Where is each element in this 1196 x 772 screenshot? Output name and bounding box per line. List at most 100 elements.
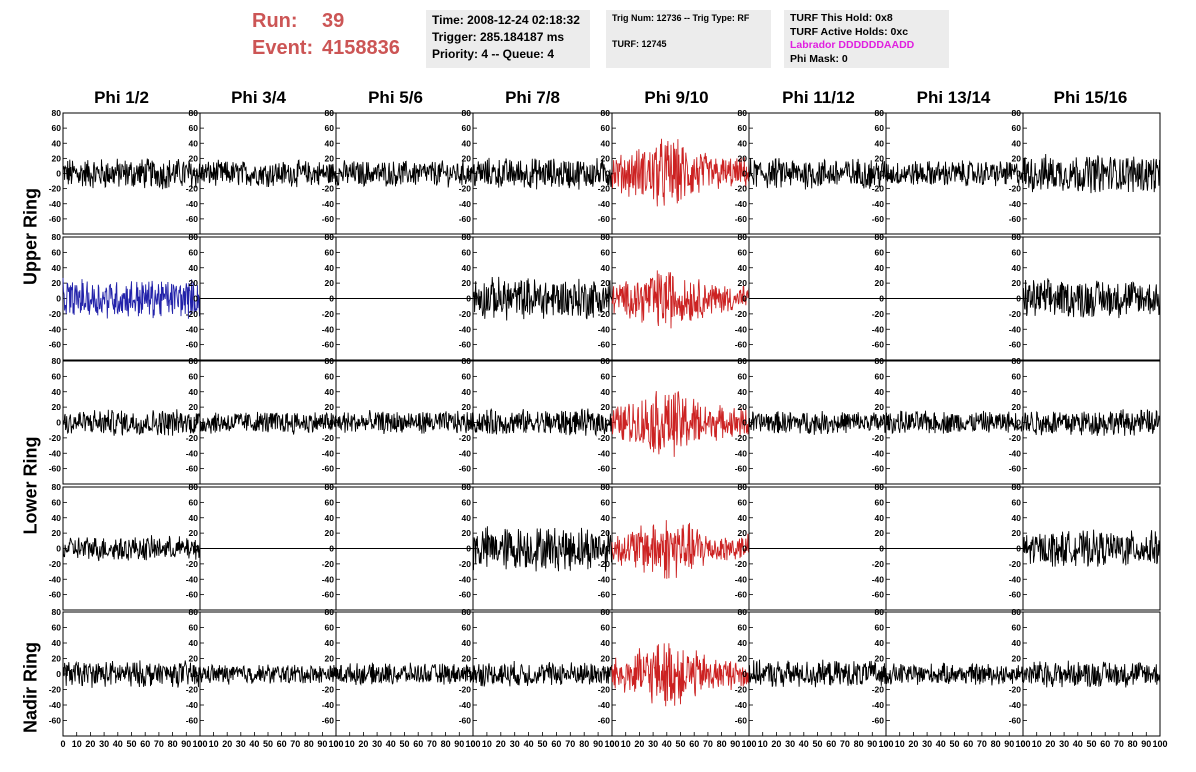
y-tick-label: 0 [466,169,471,179]
x-tick-label: 0 [1020,739,1025,749]
x-tick-label: 90 [1141,739,1151,749]
waveform-trace [472,660,613,687]
y-tick-label: 80 [189,232,199,242]
x-tick-label: 30 [236,739,246,749]
x-tick-label: 50 [675,739,685,749]
y-tick-label: 40 [601,638,611,648]
y-tick-label: -20 [735,433,748,443]
x-tick-label: 50 [537,739,547,749]
x-tick-label: 10 [1032,739,1042,749]
y-tick-label: 60 [601,371,611,381]
y-tick-label: 80 [738,108,748,118]
y-tick-label: 20 [875,654,885,664]
time-panel: Time: 2008-12-24 02:18:32 Trigger: 285.1… [426,10,590,68]
y-tick-label: 80 [1012,482,1022,492]
y-tick-label: 40 [738,513,748,523]
waveform-trace [885,160,1024,187]
y-tick-label: 20 [325,402,335,412]
y-tick-label: -20 [735,309,748,319]
y-tick-label: -60 [598,464,611,474]
y-tick-label: 40 [601,263,611,273]
y-tick-label: 80 [738,482,748,492]
y-tick-label: -60 [49,590,62,600]
x-tick-label: 20 [222,739,232,749]
y-tick-label: -60 [322,716,335,726]
y-tick-label: -20 [598,184,611,194]
y-tick-label: 60 [1012,371,1022,381]
y-tick-label: 20 [875,528,885,538]
y-tick-label: -40 [735,448,748,458]
x-tick-label: 10 [482,739,492,749]
y-tick-label: 60 [52,497,62,507]
y-tick-label: -20 [735,184,748,194]
y-tick-label: 60 [601,623,611,633]
x-tick-label: 100 [1152,739,1167,749]
y-tick-label: 40 [738,638,748,648]
y-tick-label: -40 [459,199,472,209]
x-tick-label: 40 [799,739,809,749]
y-tick-label: 60 [875,247,885,257]
y-tick-label: -20 [872,309,885,319]
x-tick-label: 80 [1128,739,1138,749]
y-tick-label: -60 [186,464,199,474]
y-tick-label: 20 [52,654,62,664]
y-tick-label: 20 [875,153,885,163]
y-tick-label: 0 [193,418,198,428]
y-tick-label: 20 [462,654,472,664]
x-tick-label: 100 [192,739,207,749]
waveform-trace [199,159,337,188]
y-tick-label: 40 [1012,638,1022,648]
y-tick-label: -40 [49,574,62,584]
x-tick-label: 40 [249,739,259,749]
y-tick-label: -60 [598,340,611,350]
phi-mask-text: Phi Mask: 0 [790,52,848,65]
y-tick-label: 40 [1012,387,1022,397]
x-tick-label: 10 [895,739,905,749]
waveform-trace [1022,153,1161,194]
y-tick-label: -60 [735,214,748,224]
y-tick-label: 60 [738,623,748,633]
y-tick-label: 40 [462,138,472,148]
y-tick-label: 40 [601,387,611,397]
waveform-trace [611,643,750,707]
x-tick-label: 70 [840,739,850,749]
y-tick-label: 20 [189,153,199,163]
priority-text: Priority: 4 -- Queue: 4 [432,47,555,61]
y-tick-label: 20 [601,278,611,288]
x-tick-label: 30 [99,739,109,749]
y-tick-label: 60 [462,247,472,257]
y-tick-label: 40 [875,387,885,397]
y-tick-label: -60 [872,214,885,224]
waveform-trace [472,526,613,572]
x-tick-label: 30 [648,739,658,749]
y-tick-label: -60 [1009,590,1022,600]
x-tick-label: 0 [470,739,475,749]
y-tick-label: -20 [322,184,335,194]
y-tick-label: 0 [879,169,884,179]
x-tick-label: 50 [812,739,822,749]
y-tick-label: -60 [735,464,748,474]
y-tick-label: 80 [462,356,472,366]
labrador-text: Labrador DDDDDDAADD [790,39,915,51]
y-tick-label: -20 [1009,184,1022,194]
y-tick-label: -60 [459,214,472,224]
y-tick-label: 0 [193,294,198,304]
y-tick-label: 20 [325,654,335,664]
y-tick-label: -60 [186,590,199,600]
y-tick-label: 80 [325,232,335,242]
y-tick-label: -20 [872,184,885,194]
waveform-trace [748,158,887,190]
y-tick-label: -20 [459,184,472,194]
y-tick-label: 60 [601,123,611,133]
y-tick-label: -40 [735,700,748,710]
x-tick-label: 90 [593,739,603,749]
y-tick-label: -20 [49,309,62,319]
y-tick-label: -40 [322,448,335,458]
y-tick-label: 40 [1012,138,1022,148]
y-tick-label: -40 [186,700,199,710]
waveform-trace [472,157,613,190]
y-tick-label: 60 [601,497,611,507]
y-tick-label: 20 [325,528,335,538]
y-tick-label: 0 [329,169,334,179]
